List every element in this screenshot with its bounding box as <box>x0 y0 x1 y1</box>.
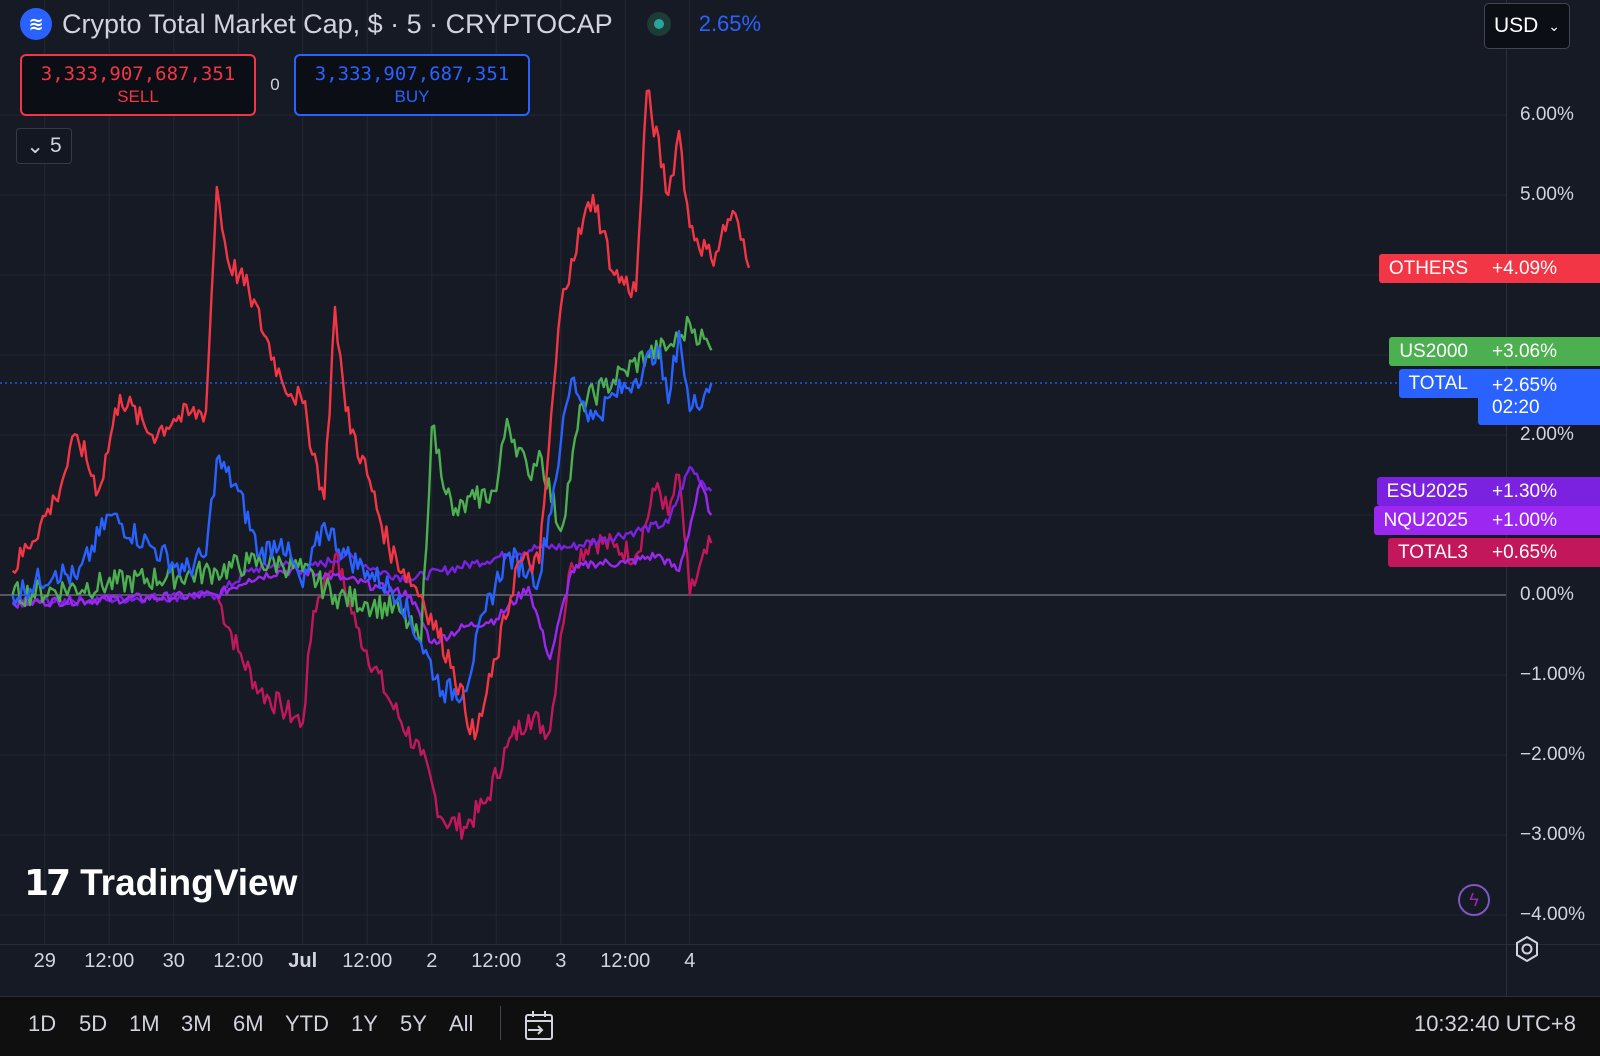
price-tick-label: −4.00% <box>1520 904 1585 925</box>
series-tag-others[interactable]: OTHERS <box>1378 254 1478 283</box>
chevron-down-icon: ⌄ <box>26 134 44 158</box>
buy-label: BUY <box>394 87 430 106</box>
chart-pane[interactable] <box>0 0 1506 944</box>
market-status-icon[interactable] <box>646 12 671 36</box>
gear-icon[interactable] <box>1512 934 1542 964</box>
series-tag-name: TOTAL <box>1398 369 1478 398</box>
time-tick-label: 30 <box>162 950 185 972</box>
currency-label: USD <box>1493 14 1539 37</box>
time-tick-label: 2 <box>426 950 438 972</box>
range-button-5d[interactable]: 5D <box>79 1011 108 1036</box>
currency-selector[interactable]: USD ⌄ <box>1484 3 1570 49</box>
series-line-total3 <box>215 473 713 840</box>
time-tick-label: 4 <box>684 950 696 972</box>
time-axis[interactable] <box>0 944 1506 996</box>
tradingview-logo-icon: 17 <box>24 862 71 904</box>
bar-countdown: 02:20 <box>1492 397 1540 418</box>
chart-legend: ≋ Crypto Total Market Cap, $ · 5 · CRYPT… <box>20 8 761 40</box>
range-button-all[interactable]: All <box>449 1011 474 1036</box>
range-button-1d[interactable]: 1D <box>28 1011 57 1036</box>
watermark-text: TradingView <box>80 862 298 903</box>
range-button-1y[interactable]: 1Y <box>351 1011 378 1036</box>
cryptocap-icon[interactable]: ≋ <box>20 8 52 40</box>
time-tick-label: Jul <box>288 950 318 972</box>
time-tick-label: 12:00 <box>213 950 264 972</box>
spread-value: 0 <box>270 75 280 94</box>
range-button-3m[interactable]: 3M <box>181 1011 212 1036</box>
range-button-1m[interactable]: 1M <box>129 1011 160 1036</box>
tradingview-watermark: 17 TradingView <box>24 862 297 904</box>
series-value-text: +2.65% <box>1492 375 1557 396</box>
time-tick-label: 12:00 <box>471 950 522 972</box>
clock-timezone[interactable]: 10:32:40 UTC+8 <box>1413 1011 1576 1036</box>
chevron-down-icon: ⌄ <box>1548 17 1561 34</box>
series-value-total3: +0.65% <box>1478 538 1600 567</box>
range-button-5y[interactable]: 5Y <box>400 1011 427 1036</box>
price-tick-label: 5.00% <box>1520 184 1574 205</box>
range-button-ytd[interactable]: YTD <box>285 1011 329 1036</box>
series-tag-name: TOTAL3 <box>1387 538 1478 567</box>
chart-svg <box>0 0 1506 944</box>
buy-price: 3,333,907,687,351 <box>314 63 510 85</box>
series-line-esu2025 <box>11 465 713 608</box>
price-tick-label: 2.00% <box>1520 424 1574 445</box>
price-tick-label: −3.00% <box>1520 824 1585 845</box>
bottom-toolbar <box>0 996 1600 1056</box>
axis-corner <box>1506 944 1600 996</box>
series-tag-total3[interactable]: TOTAL3 <box>1387 538 1478 567</box>
series-tag-esu2025[interactable]: ESU2025 <box>1376 477 1478 506</box>
series-line-total <box>11 329 713 704</box>
series-value-us2000: +3.06% <box>1478 337 1600 366</box>
series-tag-name: NQU2025 <box>1373 506 1478 535</box>
sell-button[interactable]: 3,333,907,687,351 SELL <box>20 54 256 116</box>
series-line-us2000 <box>11 315 713 645</box>
series-tag-name: US2000 <box>1389 337 1478 366</box>
trade-buttons: 3,333,907,687,351 SELL 0 3,333,907,687,3… <box>20 54 530 116</box>
sell-price: 3,333,907,687,351 <box>40 63 236 85</box>
series-line-others <box>11 89 751 741</box>
sell-label: SELL <box>117 87 159 106</box>
lightning-icon[interactable]: ϟ <box>1458 884 1490 916</box>
range-button-6m[interactable]: 6M <box>233 1011 264 1036</box>
series-value-nqu2025: +1.00% <box>1478 506 1600 535</box>
time-tick-label: 12:00 <box>84 950 135 972</box>
buy-button[interactable]: 3,333,907,687,351 BUY <box>294 54 530 116</box>
time-tick-label: 12:00 <box>600 950 651 972</box>
time-tick-label: 12:00 <box>342 950 393 972</box>
time-tick-label: 3 <box>555 950 567 972</box>
price-tick-label: 0.00% <box>1520 584 1574 605</box>
price-tick-label: −2.00% <box>1520 744 1585 765</box>
series-tag-nqu2025[interactable]: NQU2025 <box>1373 506 1478 535</box>
toolbar-separator <box>500 1006 501 1040</box>
price-tick-label: −1.00% <box>1520 664 1585 685</box>
series-tag-us2000[interactable]: US2000 <box>1389 337 1478 366</box>
price-axis[interactable] <box>1506 0 1600 944</box>
series-value-total: +2.65% 02:20 <box>1478 369 1600 425</box>
series-line-nqu2025 <box>11 481 713 661</box>
series-tag-name: OTHERS <box>1378 254 1478 283</box>
indicators-count: 5 <box>49 134 62 157</box>
goto-date-icon[interactable] <box>522 1008 558 1044</box>
legend-change: 2.65% <box>698 11 762 36</box>
symbol-title[interactable]: Crypto Total Market Cap, $ · 5 · CRYPTOC… <box>62 8 613 39</box>
price-tick-label: 6.00% <box>1520 104 1574 125</box>
series-value-others: +4.09% <box>1478 254 1600 283</box>
series-tag-total[interactable]: TOTAL <box>1398 369 1478 398</box>
series-tag-name: ESU2025 <box>1376 477 1478 506</box>
time-tick-label: 29 <box>33 950 56 972</box>
indicators-toggle-button[interactable]: ⌄ 5 <box>16 128 72 164</box>
series-value-esu2025: +1.30% <box>1478 477 1600 506</box>
